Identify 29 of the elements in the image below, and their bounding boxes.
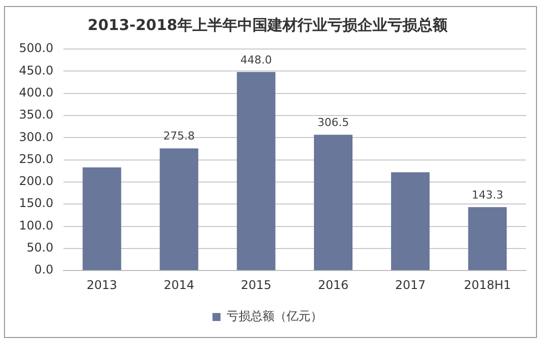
x-tick-label: 2016 [318, 278, 349, 292]
y-tick-label: 450.0 [18, 63, 54, 78]
legend-label: 亏损总额（亿元） [226, 309, 322, 324]
x-tick-label: 2018H1 [464, 278, 512, 292]
y-tick-label: 350.0 [18, 108, 54, 122]
bar [82, 167, 122, 270]
data-label: 448.0 [240, 53, 272, 66]
y-tick-label: 200.0 [18, 174, 54, 188]
bar [236, 72, 276, 270]
y-tick-label: 500.0 [18, 41, 54, 56]
y-tick-label: 0.0 [34, 262, 54, 277]
x-tick-label: 2014 [164, 278, 194, 292]
data-label: 143.3 [472, 188, 504, 202]
x-tick-label: 2013 [86, 278, 118, 292]
bar [314, 134, 353, 270]
data-label: 275.8 [163, 130, 195, 143]
x-tick-label: 2015 [240, 278, 272, 292]
bar [160, 148, 198, 270]
bar [391, 172, 430, 270]
y-tick-label: 250.0 [18, 152, 54, 166]
chart-title: 2013-2018年上半年中国建材行业亏损企业亏损总额 [88, 16, 448, 34]
y-tick-label: 400.0 [18, 85, 54, 100]
y-tick-label: 100.0 [18, 218, 54, 232]
y-tick-label: 150.0 [18, 196, 54, 210]
y-tick-label: 50.0 [26, 240, 54, 255]
bar [468, 207, 507, 270]
x-tick-label: 2017 [395, 278, 426, 292]
y-tick-label: 300.0 [18, 130, 54, 144]
data-label: 306.5 [317, 116, 349, 130]
